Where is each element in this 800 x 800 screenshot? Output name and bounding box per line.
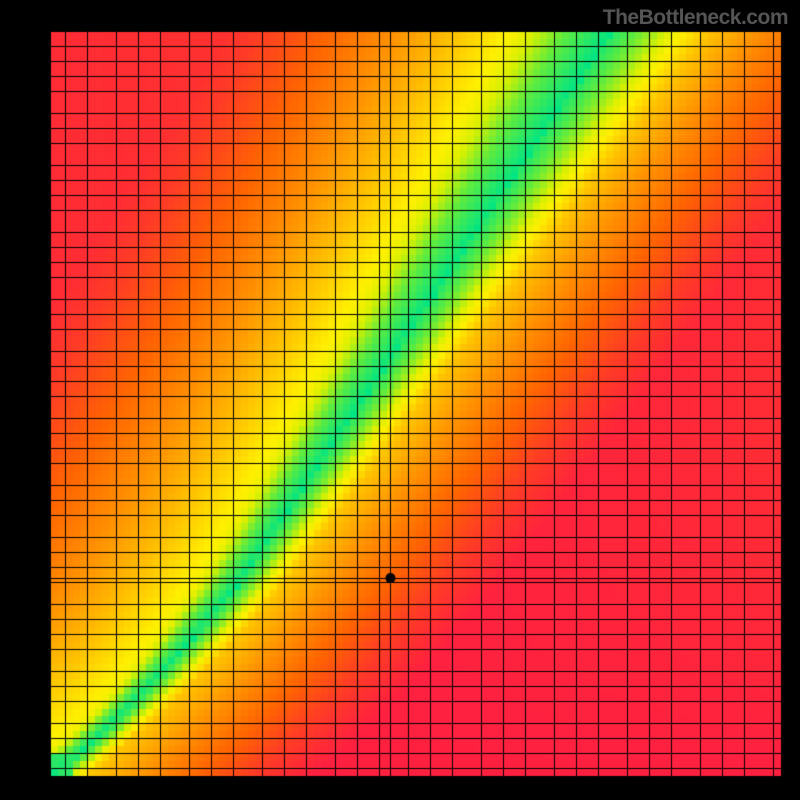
bottleneck-heatmap bbox=[0, 0, 800, 800]
watermark-text: TheBottleneck.com bbox=[603, 6, 788, 30]
chart-container: TheBottleneck.com bbox=[0, 0, 800, 800]
